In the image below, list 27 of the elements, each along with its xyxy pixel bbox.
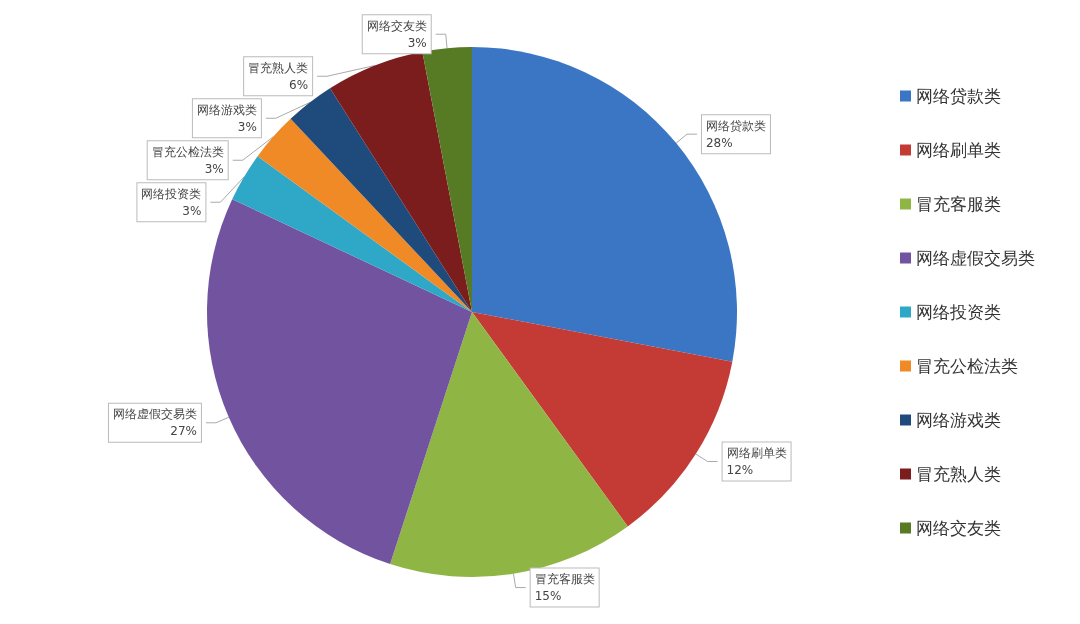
data-label: 15% — [534, 589, 562, 604]
legend-label: 网络交友类 — [916, 518, 1001, 538]
slice-label: 网络刷单类 — [726, 446, 787, 460]
data-label: 3% — [204, 161, 224, 176]
slice-label: 冒充公检法类 — [151, 144, 224, 159]
data-label: 28% — [705, 135, 733, 150]
slice-label: 网络游戏类 — [196, 102, 257, 117]
legend-label: 网络虚假交易类 — [916, 248, 1035, 268]
data-label: 3% — [182, 203, 202, 218]
legend-label: 网络游戏类 — [916, 410, 1001, 430]
slice-label: 网络投资类 — [141, 186, 202, 201]
data-label: 27% — [170, 424, 197, 439]
data-label: 3% — [237, 119, 257, 134]
data-label: 3% — [407, 35, 427, 50]
legend-label: 网络刷单类 — [916, 140, 1001, 160]
data-label: 12% — [726, 463, 754, 477]
legend-label: 网络贷款类 — [916, 86, 1001, 106]
slice-label: 冒充客服类 — [534, 572, 595, 587]
legend-label: 冒充熟人类 — [916, 464, 1001, 484]
legend-label: 冒充客服类 — [916, 194, 1001, 214]
slice-label: 网络交友类 — [366, 18, 427, 33]
slice-label: 网络虚假交易类 — [112, 407, 197, 422]
legend-label: 冒充公检法类 — [916, 356, 1018, 376]
data-label: 6% — [289, 77, 309, 92]
slice-label: 冒充熟人类 — [248, 60, 309, 75]
legend-label: 网络投资类 — [916, 302, 1001, 322]
slice-label: 网络贷款类 — [705, 118, 766, 133]
